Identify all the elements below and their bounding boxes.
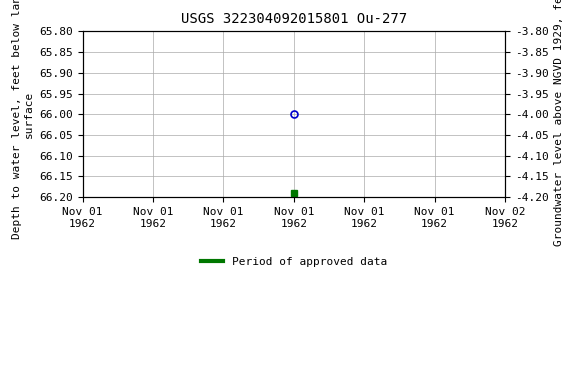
Title: USGS 322304092015801 Ou-277: USGS 322304092015801 Ou-277 xyxy=(181,12,407,26)
Y-axis label: Groundwater level above NGVD 1929, feet: Groundwater level above NGVD 1929, feet xyxy=(554,0,564,246)
Legend: Period of approved data: Period of approved data xyxy=(196,252,392,271)
Y-axis label: Depth to water level, feet below land
surface: Depth to water level, feet below land su… xyxy=(12,0,33,239)
